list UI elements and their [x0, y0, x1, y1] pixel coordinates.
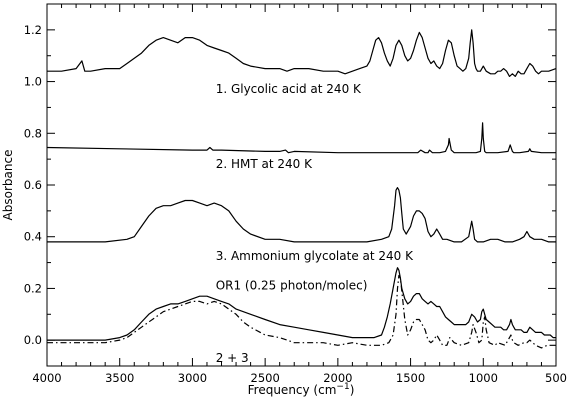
x-tick-label: 500	[545, 371, 567, 385]
x-tick-label: 2000	[323, 371, 352, 385]
x-axis: 4000 3500 3000 2500 2000 1500 1000 500	[32, 4, 567, 385]
spectrum-annotation: 3. Ammonium glycolate at 240 K	[216, 249, 414, 263]
y-tick-label: 1.2	[24, 23, 42, 37]
y-tick-label: 0.4	[24, 230, 42, 244]
y-tick-label: 0.6	[24, 178, 42, 192]
x-tick-label: 3000	[178, 371, 207, 385]
spectrum-line-3	[47, 187, 556, 243]
y-tick-label: 0.0	[24, 333, 42, 347]
y-axis-title: Absorbance	[1, 150, 15, 221]
x-tick-label: 3500	[105, 371, 134, 385]
y-tick-label: 1.0	[24, 75, 42, 89]
x-tick-label: 1500	[396, 371, 425, 385]
y-tick-label: 0.8	[24, 126, 42, 140]
spectrum-annotation: OR1 (0.25 photon/molec)	[216, 279, 368, 293]
spectrum-line-5	[47, 274, 556, 349]
spectrum-annotation: 1. Glycolic acid at 240 K	[216, 82, 362, 96]
spectrum-line-2	[46, 122, 556, 154]
x-tick-label: 1000	[469, 371, 498, 385]
y-tick-label: 0.2	[24, 281, 42, 295]
y-axis: 0.0 0.2 0.4 0.6 0.8 1.0 1.2	[24, 3, 556, 367]
x-tick-label: 2500	[251, 371, 280, 385]
spectrum-annotation: 2. HMT at 240 K	[216, 157, 313, 171]
spectrum-annotation: 2 + 3	[216, 351, 249, 365]
x-axis-title: Frequency (cm−1)	[248, 382, 355, 397]
plot-frame	[46, 3, 557, 367]
series-layer	[46, 29, 557, 349]
x-tick-label: 4000	[32, 371, 61, 385]
spectrum-line-4	[47, 267, 556, 341]
annotations: 1. Glycolic acid at 240 K 2. HMT at 240 K…	[216, 82, 414, 365]
spectrum-line-1	[47, 29, 557, 77]
